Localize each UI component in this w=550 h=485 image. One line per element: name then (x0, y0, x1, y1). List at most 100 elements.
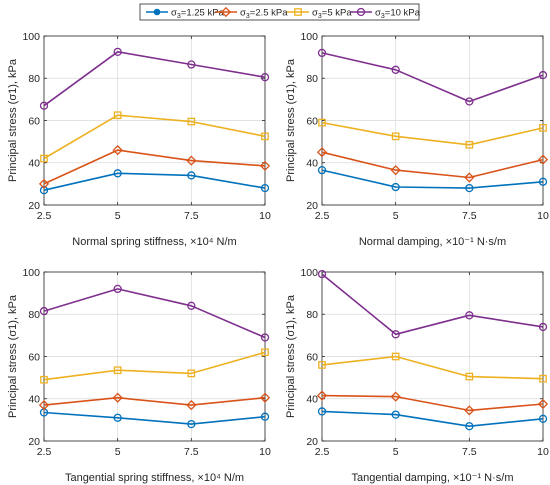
legend-item-3-5-kpa: σ3=5 kPa (287, 8, 352, 21)
x-tick-label: 10 (259, 210, 271, 222)
legend-marker (294, 8, 302, 16)
x-tick-label: 5 (393, 446, 399, 458)
y-tick-label: 20 (28, 200, 40, 212)
series-3-1-25-kpa (317, 407, 548, 431)
data-point (187, 301, 196, 310)
series-line (321, 121, 544, 146)
data-point (259, 392, 271, 403)
data-point (40, 154, 48, 163)
data-point (465, 311, 474, 320)
data-point (187, 171, 196, 180)
y-axis-label: Principal stress (σ1), kPa (285, 294, 297, 418)
y-tick-label: 60 (28, 351, 40, 363)
x-tick-label: 2.5 (315, 446, 330, 458)
data-point (113, 169, 122, 178)
data-point (539, 374, 547, 383)
data-point (465, 372, 474, 381)
series-3-1-25-kpa (39, 169, 270, 195)
subplot-2: 20 40 60 80 100 2.5 5 7.5 10 Normal damping, ×10⁻… (285, 31, 549, 248)
data-point (391, 132, 400, 141)
data-point (390, 391, 401, 402)
data-point (186, 399, 197, 411)
legend-box (139, 3, 420, 21)
legend: σ3=1.25 kPa σ3=2.5 kPa σ3=5 kPa σ3=10 kPa (139, 3, 421, 21)
data-point (187, 369, 196, 378)
data-point (537, 154, 549, 165)
data-point (187, 60, 196, 69)
data-point (538, 177, 548, 186)
data-point (38, 399, 50, 411)
x-tick-label: 10 (259, 446, 271, 458)
data-point (465, 140, 474, 149)
series-3-10-kpa (317, 269, 548, 339)
y-tick-label: 40 (306, 394, 318, 406)
series-3-10-kpa (39, 284, 270, 342)
x-tick-label: 2.5 (37, 446, 52, 458)
series-line (43, 50, 266, 107)
y-axis-label: Principal stress (σ1), kPa (285, 58, 297, 182)
data-point (39, 306, 49, 316)
data-point (391, 330, 400, 339)
y-tick-label: 80 (28, 309, 40, 321)
legend-item-3-10-kpa: σ3=10 kPa (350, 7, 421, 21)
legend-label: σ3=2.5 kPa (240, 8, 288, 21)
data-point (260, 412, 270, 421)
data-point (113, 413, 122, 422)
series-3-10-kpa (317, 48, 548, 106)
legend-label: σ3=10 kPa (375, 8, 421, 21)
series-line (321, 394, 544, 412)
legend-marker (153, 8, 161, 16)
y-tick-label: 80 (306, 309, 318, 321)
series-line (321, 410, 544, 428)
data-point (113, 111, 122, 120)
series-3-2-5-kpa (38, 392, 271, 411)
legend-marker (356, 7, 366, 17)
y-axis-label: Principal stress (σ1), kPa (7, 294, 19, 418)
series-line (43, 114, 266, 160)
legend-label: σ3=5 kPa (312, 8, 352, 21)
series-line (43, 172, 266, 191)
series-3-2-5-kpa (316, 147, 549, 183)
data-point (317, 269, 327, 279)
y-tick-label: 80 (306, 73, 318, 85)
y-tick-label: 80 (28, 73, 40, 85)
data-point (260, 333, 270, 342)
series-3-5-kpa (318, 118, 547, 149)
data-point (38, 178, 50, 189)
series-line (43, 396, 266, 406)
data-point (112, 144, 123, 156)
data-point (113, 284, 122, 294)
data-point (391, 182, 400, 192)
data-point (187, 117, 196, 126)
series-3-1-25-kpa (317, 165, 548, 193)
x-tick-label: 5 (115, 446, 121, 458)
x-tick-label: 7.5 (462, 446, 477, 458)
data-point (113, 47, 122, 56)
x-axis-label: Tangential damping, ×10⁻¹ N·s/m (351, 472, 513, 484)
data-point (464, 405, 475, 416)
series-line (43, 149, 266, 185)
series-3-10-kpa (39, 47, 270, 110)
data-point (391, 65, 400, 74)
y-tick-label: 40 (306, 158, 318, 170)
series-line (43, 351, 266, 381)
data-point (261, 348, 269, 357)
legend-label: σ3=1.25 kPa (171, 8, 225, 21)
x-tick-label: 2.5 (37, 210, 52, 222)
legend-marker (220, 6, 232, 18)
x-tick-label: 10 (537, 210, 549, 222)
series-line (321, 52, 544, 103)
subplot-4: 20 40 60 80 100 2.5 5 7.5 10 Tangential damping, … (285, 267, 549, 484)
data-point (39, 101, 49, 110)
y-tick-label: 40 (28, 394, 40, 406)
y-tick-label: 100 (22, 31, 40, 43)
data-point (465, 97, 474, 106)
y-tick-label: 60 (306, 351, 318, 363)
series-line (321, 169, 544, 189)
data-point (112, 392, 123, 403)
data-point (113, 366, 122, 375)
y-tick-label: 60 (28, 115, 40, 127)
data-point (316, 390, 328, 401)
data-point (538, 414, 548, 423)
x-axis-label: Tangential spring stiffness, ×10⁴ N/m (65, 472, 244, 484)
